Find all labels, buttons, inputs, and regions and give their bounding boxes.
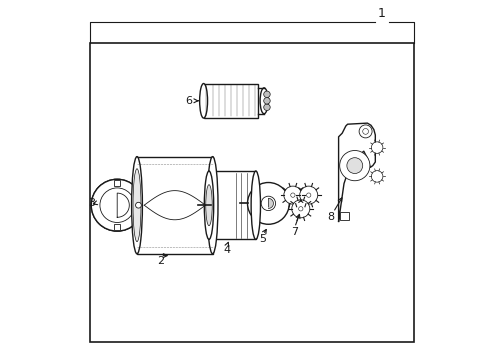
Bar (90, 43, 414, 342)
Circle shape (371, 142, 383, 153)
Circle shape (247, 183, 289, 224)
Text: 1: 1 (378, 7, 386, 20)
Circle shape (371, 171, 383, 182)
Circle shape (264, 104, 270, 111)
Bar (340, 212, 349, 220)
Bar (114, 224, 120, 230)
Circle shape (284, 186, 302, 204)
Ellipse shape (207, 157, 218, 254)
Text: 3: 3 (89, 198, 96, 208)
Text: 5: 5 (260, 234, 267, 244)
Polygon shape (269, 198, 273, 208)
Circle shape (264, 91, 270, 98)
Text: 7: 7 (291, 227, 298, 237)
Circle shape (291, 193, 295, 197)
Bar (209, 171, 256, 239)
Ellipse shape (260, 88, 268, 114)
Bar (114, 180, 120, 186)
Circle shape (363, 129, 368, 134)
Circle shape (347, 158, 363, 174)
Polygon shape (117, 193, 129, 217)
Ellipse shape (132, 157, 143, 254)
Ellipse shape (204, 171, 214, 239)
Circle shape (340, 150, 370, 181)
Polygon shape (339, 123, 375, 221)
Circle shape (300, 186, 318, 204)
Circle shape (261, 196, 275, 211)
Ellipse shape (199, 84, 208, 118)
Ellipse shape (206, 185, 212, 226)
Circle shape (359, 125, 372, 138)
Circle shape (298, 207, 303, 211)
Text: 4: 4 (223, 245, 231, 255)
Bar (204, 84, 258, 118)
Circle shape (91, 179, 143, 231)
Circle shape (307, 193, 311, 197)
Text: 2: 2 (157, 256, 164, 266)
Ellipse shape (133, 169, 141, 242)
Ellipse shape (251, 171, 261, 239)
Text: 8: 8 (327, 212, 334, 222)
Bar (137, 157, 213, 254)
Circle shape (264, 98, 270, 104)
Circle shape (136, 202, 141, 208)
Text: 6: 6 (186, 96, 193, 106)
Circle shape (292, 200, 310, 218)
